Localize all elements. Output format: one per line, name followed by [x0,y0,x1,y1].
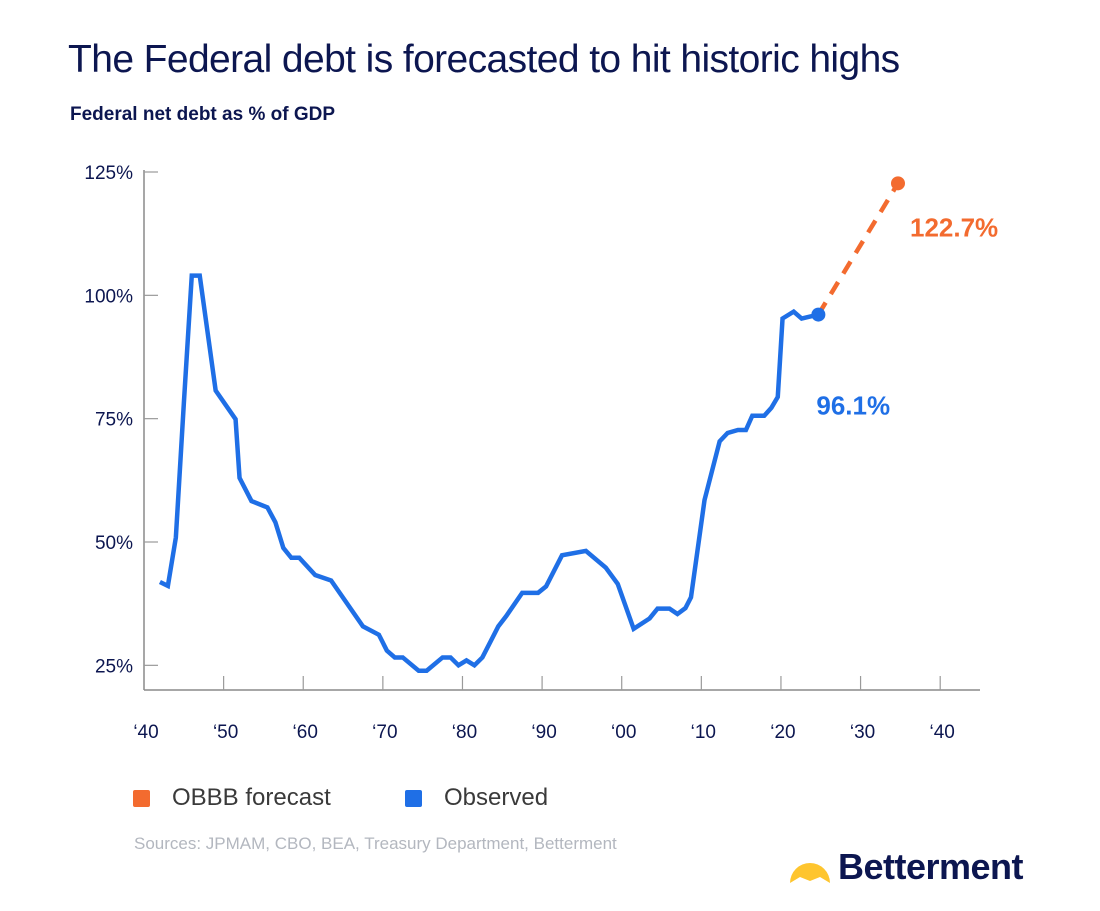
y-tick-label: 25% [95,656,133,677]
x-tick-label: ‘80 [452,722,477,743]
x-tick-label: ‘20 [770,722,795,743]
x-tick-label: ‘10 [691,722,716,743]
forecast-value-label: 122.7% [910,212,998,242]
legend-item-forecast: OBBB forecast [133,784,331,812]
x-tick-label: ‘60 [293,722,318,743]
y-tick-label: 125% [84,163,133,184]
x-tick-label: ‘40 [133,722,158,743]
y-tick-label: 50% [95,533,133,554]
legend-swatch-forecast [133,789,150,807]
x-tick-label: ‘30 [850,722,875,743]
forecast-series-line [816,182,900,316]
chart-subtitle: Federal net debt as % of GDP [70,104,335,125]
sources-note: Sources: JPMAM, CBO, BEA, Treasury Depar… [134,834,617,853]
legend-label-forecast: OBBB forecast [172,784,331,811]
observed-end-point [811,307,826,322]
x-tick-label: ‘40 [930,722,955,743]
chart-title: The Federal debt is forecasted to hit hi… [68,38,900,81]
observed-series-line [158,273,819,674]
y-tick-label: 75% [95,410,133,431]
observed-value-label: 96.1% [816,391,890,421]
legend-label-observed: Observed [444,784,549,811]
betterment-logo: Betterment [788,846,1024,888]
x-tick-label: ‘00 [611,722,636,743]
x-tick-label: ‘90 [531,722,556,743]
legend-item-observed: Observed [405,784,548,812]
x-tick-label: ‘70 [372,722,397,743]
legend-swatch-observed [405,789,422,807]
forecast-end-point [890,176,905,191]
sun-logo-icon [790,863,830,883]
logo-text: Betterment [838,846,1024,887]
y-tick-label: 100% [84,286,133,307]
x-tick-label: ‘50 [213,722,238,743]
